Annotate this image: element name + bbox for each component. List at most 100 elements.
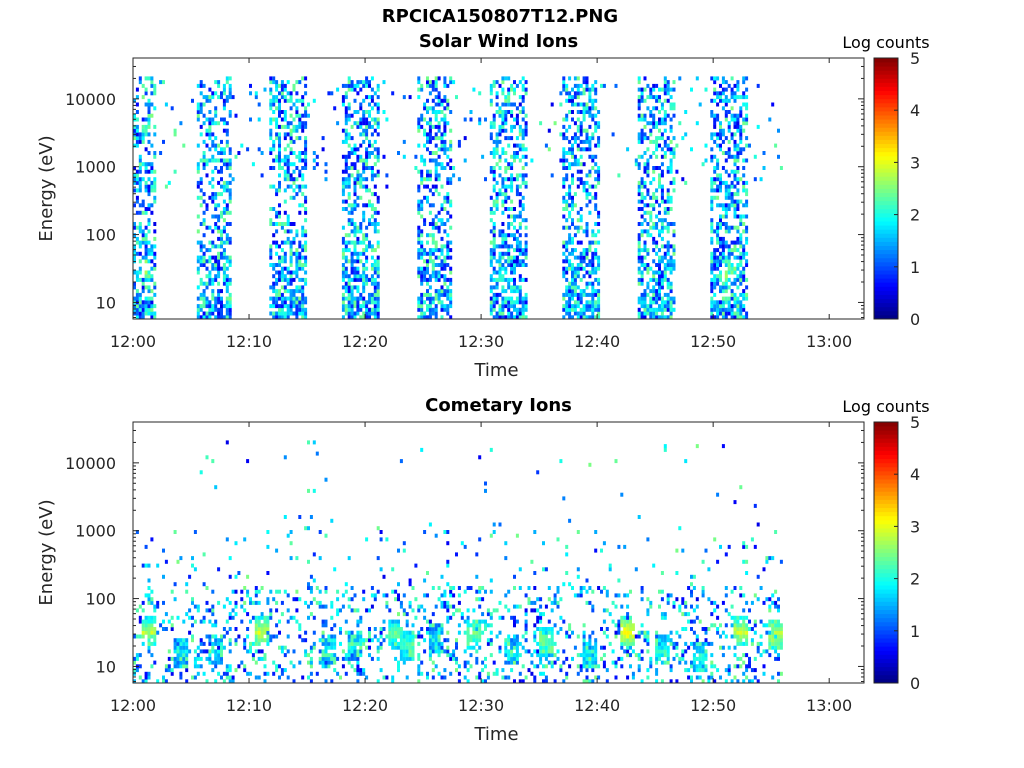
data-cell	[405, 623, 409, 628]
data-cell	[301, 307, 305, 312]
data-cell	[399, 600, 403, 605]
data-cell	[492, 304, 496, 309]
data-cell	[133, 166, 136, 170]
data-cell	[344, 630, 348, 635]
data-cell	[452, 166, 456, 170]
data-cell	[141, 124, 145, 129]
data-cell	[405, 630, 409, 635]
data-cell	[655, 300, 659, 305]
data-cell	[211, 95, 215, 100]
data-cell	[133, 225, 136, 230]
data-cell	[666, 251, 670, 256]
data-cell	[719, 259, 722, 264]
data-cell	[466, 645, 470, 650]
data-cell	[562, 244, 566, 249]
data-cell	[193, 567, 197, 572]
data-cell	[660, 274, 664, 279]
data-cell	[649, 203, 653, 208]
data-cell	[359, 229, 363, 234]
data-cell	[713, 281, 717, 286]
data-cell	[301, 203, 305, 208]
data-cell	[257, 102, 261, 107]
data-cell	[660, 102, 664, 107]
data-cell	[275, 296, 279, 301]
data-cell	[710, 154, 714, 159]
data-cell	[730, 154, 734, 159]
data-cell	[504, 289, 508, 294]
data-cell	[455, 608, 458, 613]
data-cell	[330, 679, 334, 684]
data-cell	[716, 117, 720, 122]
data-cell	[492, 248, 496, 253]
data-cell	[394, 619, 398, 624]
data-cell	[652, 95, 656, 100]
data-cell	[518, 244, 522, 249]
data-cell	[359, 132, 363, 137]
data-cell	[515, 248, 519, 253]
data-cell	[298, 169, 302, 174]
data-cell	[745, 143, 749, 148]
data-cell	[594, 207, 598, 211]
data-cell	[240, 660, 244, 665]
data-cell	[278, 304, 281, 309]
data-cell	[443, 281, 447, 286]
data-cell	[280, 80, 284, 85]
data-cell	[579, 266, 583, 271]
data-cell	[275, 668, 279, 673]
data-cell	[565, 307, 569, 312]
data-cell	[359, 87, 363, 92]
data-cell	[211, 281, 215, 286]
data-cell	[652, 307, 656, 312]
data-cell	[208, 304, 212, 309]
data-cell	[739, 236, 743, 241]
data-cell	[733, 296, 737, 301]
data-cell	[147, 169, 151, 174]
data-cell	[571, 304, 574, 309]
data-cell	[283, 240, 287, 245]
data-cell	[365, 236, 369, 241]
data-cell	[289, 277, 293, 282]
data-cell	[217, 641, 221, 646]
data-cell	[153, 627, 157, 631]
data-cell	[550, 102, 554, 107]
data-cell	[135, 136, 139, 141]
data-cell	[359, 121, 363, 126]
data-cell	[249, 641, 252, 646]
data-cell	[147, 229, 151, 234]
colorbar-swatch	[874, 314, 898, 320]
data-cell	[309, 660, 313, 665]
data-cell	[373, 289, 377, 294]
data-cell	[399, 645, 403, 650]
data-cell	[579, 214, 583, 219]
data-cell	[228, 675, 232, 680]
data-cell	[356, 177, 360, 182]
data-cell	[739, 311, 743, 316]
data-cell	[724, 98, 728, 103]
data-cell	[286, 184, 290, 189]
data-cell	[133, 98, 136, 103]
data-cell	[414, 563, 418, 568]
data-cell	[388, 619, 392, 624]
data-cell	[446, 263, 450, 267]
data-cell	[472, 645, 476, 650]
data-cell	[211, 263, 215, 267]
data-cell	[594, 169, 598, 174]
data-cell	[347, 192, 351, 197]
data-cell	[289, 113, 293, 118]
data-cell	[417, 225, 421, 230]
data-cell	[356, 124, 360, 129]
data-cell	[341, 304, 345, 309]
data-cell	[135, 608, 139, 613]
data-cell	[663, 277, 667, 282]
data-cell	[188, 615, 192, 620]
data-cell	[428, 251, 432, 256]
colorbar-swatch	[874, 131, 898, 136]
data-cell	[292, 289, 296, 294]
data-cell	[573, 132, 577, 137]
data-cell	[515, 307, 519, 312]
data-cell	[222, 251, 226, 256]
data-cell	[289, 240, 293, 245]
data-cell	[147, 251, 151, 256]
colorbar-swatch	[874, 127, 898, 132]
data-cell	[637, 87, 641, 92]
